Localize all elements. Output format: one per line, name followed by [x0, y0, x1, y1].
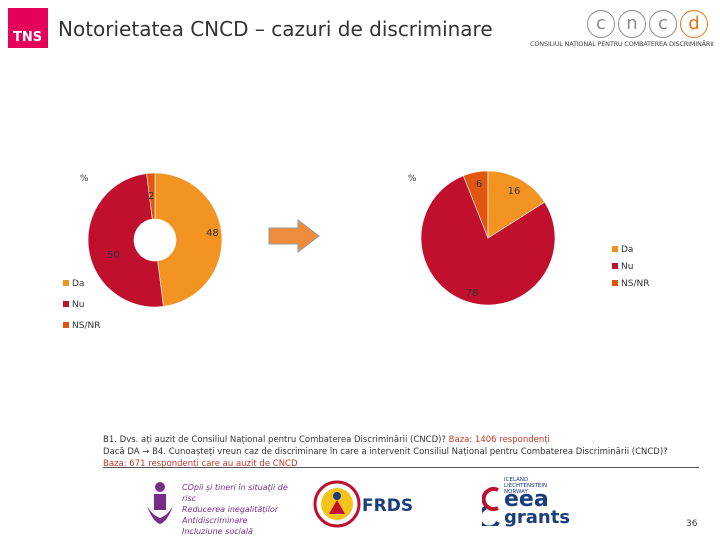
- chart2-legend-swatch: [612, 280, 618, 286]
- chart1-legend-swatch: [63, 280, 69, 286]
- chart1-legend-label: Da: [72, 279, 84, 289]
- question-text: B1. Dvs. ați auzit de Consiliul Național…: [103, 434, 673, 470]
- page-title: Notorietatea CNCD – cazuri de discrimina…: [58, 17, 493, 41]
- cncd-subtitle: CONSILIUL NAȚIONAL PENTRU COMBATEREA DIS…: [530, 40, 714, 48]
- cncd-letter: d: [680, 10, 708, 38]
- chart2-unit-label: %: [408, 174, 417, 184]
- chart1-data-label: 50: [107, 250, 120, 261]
- question-1: B1. Dvs. ați auzit de Consiliul Național…: [103, 435, 446, 445]
- chart2-legend-swatch: [612, 263, 618, 269]
- chart1-slice-da: [154, 172, 223, 307]
- question-1-base: Baza: 1406 respondenți: [448, 435, 550, 445]
- logo1-line: COpii și tineri în situații de risc: [182, 483, 288, 503]
- question-line-1: B1. Dvs. ați auzit de Consiliul Național…: [103, 434, 673, 446]
- cncd-letter: n: [618, 10, 646, 38]
- logo1-line: Antidiscriminare: [182, 516, 248, 525]
- divider: [103, 467, 699, 468]
- chart2-data-label: 78: [466, 288, 479, 299]
- grants-text: grants: [504, 507, 571, 528]
- logo1-line: Reducerea inegalităților: [182, 505, 279, 514]
- social-inclusion-logo: COpii și tineri în situații de risc Redu…: [146, 476, 296, 536]
- tns-logo: TNS: [8, 8, 48, 48]
- chart1-data-label: 2: [148, 191, 154, 202]
- frds-logo: FRDS: [312, 476, 413, 532]
- chart1-legend-label: Nu: [72, 300, 84, 310]
- chart1-slice-nsnr: [146, 172, 156, 220]
- question-2: Dacă DA → B4. Cunoașteți vreun caz de di…: [103, 447, 668, 457]
- eea-country: NORWAY: [504, 489, 528, 495]
- arrow-right-icon: [268, 219, 320, 253]
- chart1-legend-swatch: [63, 322, 69, 328]
- question-2-base: Baza: 671 respondenți care au auzit de C…: [103, 459, 298, 469]
- hands-person-icon: [147, 482, 173, 524]
- chart1-unit-label: %: [80, 174, 89, 184]
- cncd-letter: c: [649, 10, 677, 38]
- chart2-slice-da: [487, 170, 545, 239]
- eea-country: ICELAND: [504, 477, 529, 483]
- cncd-logo: c n c d CONSILIUL NAȚIONAL PENTRU COMBAT…: [528, 6, 714, 50]
- chart2-slice-nu: [420, 175, 556, 306]
- chart1-legend-label: NS/NR: [72, 321, 100, 331]
- frds-text: FRDS: [362, 496, 412, 516]
- chart2-legend-label: NS/NR: [621, 279, 649, 289]
- cncd-letter: c: [587, 10, 615, 38]
- question-line-2: Dacă DA → B4. Cunoașteți vreun caz de di…: [103, 446, 673, 470]
- chart2-legend-swatch: [612, 246, 618, 252]
- chart1-legend-swatch: [63, 301, 69, 307]
- eea-country: LIECHTENSTEIN: [504, 483, 548, 489]
- eea-grants-logo: ICELAND LIECHTENSTEIN NORWAY eea grants: [482, 476, 572, 532]
- eea-swirl-icon: [482, 487, 500, 526]
- logo1-line: Incluziune socială: [182, 527, 253, 536]
- frds-emblem-icon: FRDS: [313, 480, 413, 528]
- chart1-slice-nu: [87, 173, 164, 308]
- chart2-data-label: 6: [476, 179, 482, 190]
- page-number: 36: [686, 519, 698, 529]
- chart2-data-label: 16: [508, 186, 521, 197]
- eea-text: eea: [504, 487, 549, 512]
- chart2-legend-label: Nu: [621, 262, 633, 272]
- chart1-data-label: 48: [206, 228, 219, 239]
- tns-logo-text: TNS: [13, 30, 43, 45]
- chart2-legend-label: Da: [621, 245, 633, 255]
